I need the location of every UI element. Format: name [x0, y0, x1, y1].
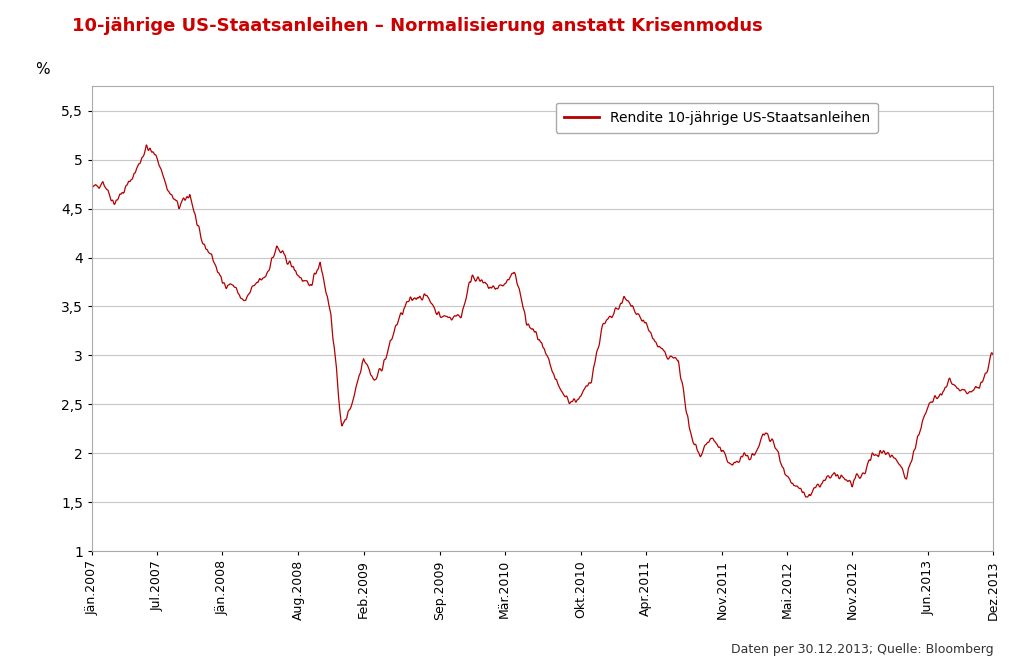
Legend: Rendite 10-jährige US-Staatsanleihen: Rendite 10-jährige US-Staatsanleihen	[556, 102, 879, 133]
Text: Daten per 30.12.2013; Quelle: Bloomberg: Daten per 30.12.2013; Quelle: Bloomberg	[731, 643, 993, 656]
Text: 10-jährige US-Staatsanleihen – Normalisierung anstatt Krisenmodus: 10-jährige US-Staatsanleihen – Normalisi…	[72, 17, 763, 35]
Y-axis label: %: %	[35, 62, 50, 77]
